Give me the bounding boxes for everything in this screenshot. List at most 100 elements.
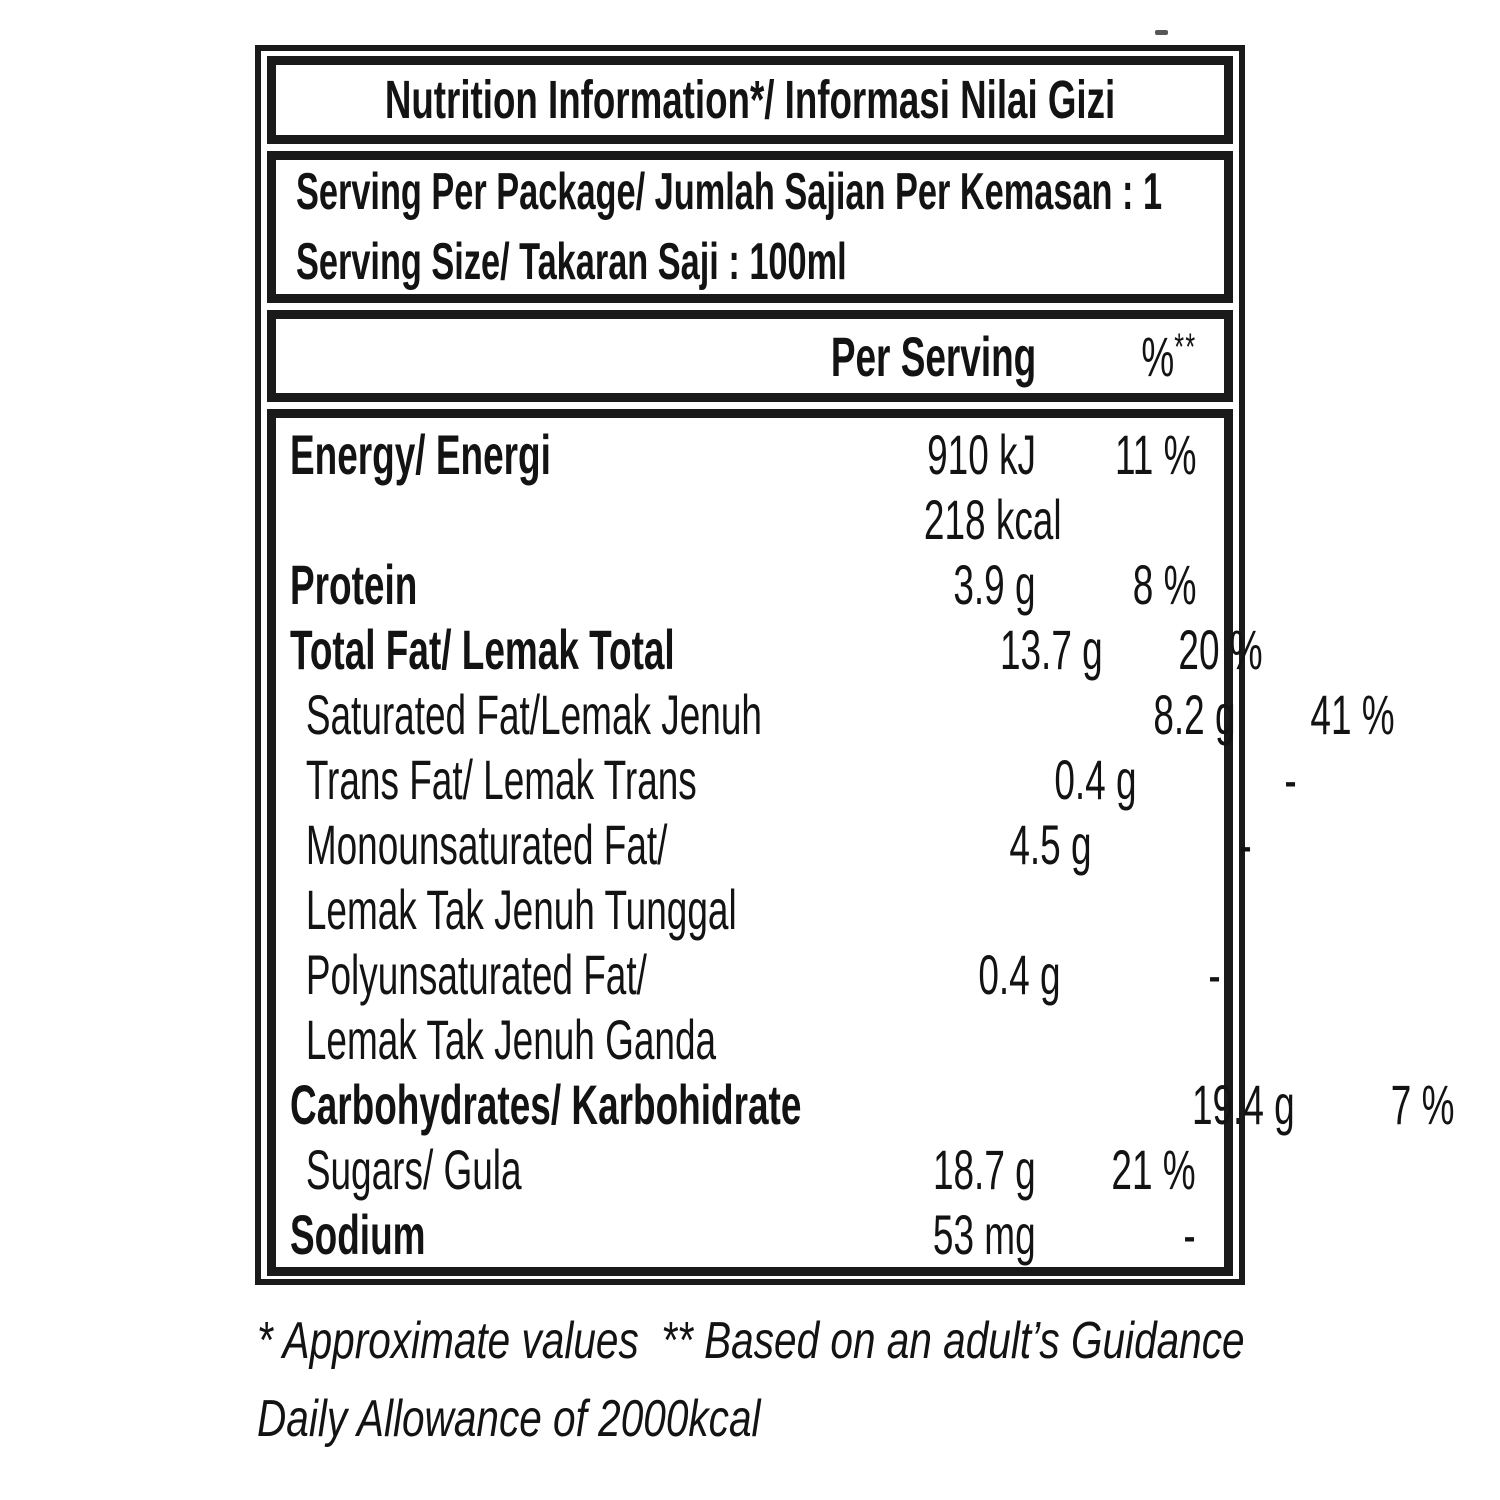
serving-per-package-line: Serving Per Package/ Jumlah Sajian Per K… — [296, 163, 1163, 221]
table-row: Trans Fat/ Lemak Trans 0.4 g - — [276, 747, 1297, 812]
percent-value-cell — [1197, 877, 1357, 942]
percent-column-label: %** — [1141, 324, 1196, 389]
percent-symbol: % — [1140, 324, 1174, 388]
percent-value: - — [1284, 748, 1297, 811]
label-title: Nutrition Information*/ Informasi Nilai … — [384, 70, 1116, 130]
percent-value-cell: 8 % — [1036, 552, 1196, 617]
percent-value: 41 % — [1310, 683, 1396, 746]
table-row: Lemak Tak Jenuh Tunggal — [276, 877, 1224, 942]
print-artifact-mark — [1155, 30, 1168, 35]
footnote: * Approximate values ** Based on an adul… — [257, 1302, 1267, 1458]
nutrient-label: Saturated Fat/Lemak Jenuh — [305, 683, 762, 746]
nutrient-label-cell: Sodium — [290, 1202, 806, 1267]
nutrient-label-cell: Saturated Fat/Lemak Jenuh — [290, 682, 1005, 747]
percent-value: - — [1208, 943, 1221, 1006]
percent-value-cell: - — [1092, 812, 1252, 877]
nutrient-label: Sodium — [290, 1203, 426, 1266]
per-serving-value: 3.9 g — [953, 553, 1036, 616]
percent-value-cell: - — [1061, 942, 1221, 1007]
nutrient-label: Monounsaturated Fat/ — [305, 813, 668, 876]
table-row: Sugars/ Gula 18.7 g 21 % — [276, 1137, 1224, 1202]
per-serving-value-cell: 4.5 g — [862, 812, 1092, 877]
table-row: Sodium 53 mg - — [276, 1202, 1224, 1267]
nutrient-label: Lemak Tak Jenuh Ganda — [305, 1008, 717, 1071]
percent-value-cell: 7 % — [1295, 1072, 1455, 1137]
nutrient-label-cell: Lemak Tak Jenuh Ganda — [290, 1007, 936, 1072]
nutrient-label-cell — [290, 487, 806, 552]
per-serving-value: 8.2 g — [1152, 683, 1236, 746]
per-serving-value-cell: 53 mg — [806, 1202, 1036, 1267]
nutrient-label-cell: Sugars/ Gula — [290, 1137, 806, 1202]
nutrient-label: Polyunsaturated Fat/ — [305, 943, 647, 1006]
per-serving-value-cell — [967, 877, 1197, 942]
per-serving-value-cell: 0.4 g — [906, 747, 1136, 812]
nutrient-label-cell: Polyunsaturated Fat/ — [290, 942, 831, 1007]
percent-value-cell: 21 % — [1036, 1137, 1196, 1202]
table-row: Monounsaturated Fat/ 4.5 g - — [276, 812, 1252, 877]
per-serving-value: 0.4 g — [1054, 748, 1137, 811]
label-title-box: Nutrition Information*/ Informasi Nilai … — [267, 56, 1233, 144]
nutrient-label-cell: Carbohydrates/ Karbohidrate — [290, 1072, 1065, 1137]
nutrient-label: Protein — [290, 553, 418, 616]
per-serving-value: 4.5 g — [1009, 813, 1092, 876]
per-serving-value-cell: 8.2 g — [1005, 682, 1235, 747]
per-serving-value-cell: 218 kcal — [806, 487, 1062, 552]
per-serving-value-cell: 3.9 g — [806, 552, 1036, 617]
nutrient-label-cell: Monounsaturated Fat/ — [290, 812, 862, 877]
per-serving-value: 19.4 g — [1192, 1073, 1295, 1136]
percent-value: 20 % — [1178, 618, 1263, 681]
per-serving-value: 0.4 g — [978, 943, 1061, 1006]
nutrient-label: Sugars/ Gula — [305, 1138, 522, 1201]
table-row: Polyunsaturated Fat/ 0.4 g - — [276, 942, 1224, 1007]
per-serving-value: 218 kcal — [924, 488, 1062, 551]
footnote-line-1: * Approximate values ** Based on an adul… — [257, 1312, 1245, 1370]
nutrition-table: Energy/ Energi 910 kJ 11 % 218 kcal — [267, 409, 1455, 1276]
nutrient-label-cell: Total Fat/ Lemak Total — [290, 617, 873, 682]
per-serving-value: 18.7 g — [933, 1138, 1036, 1201]
table-row: Energy/ Energi 910 kJ 11 % — [276, 422, 1224, 487]
table-row: Total Fat/ Lemak Total 13.7 g 20 % — [276, 617, 1263, 682]
table-row: 218 kcal — [276, 487, 1224, 552]
percent-value-cell: - — [1136, 747, 1296, 812]
per-serving-value-cell: 0.4 g — [831, 942, 1061, 1007]
footnote-line-2: Daily Allowance of 2000kcal — [257, 1390, 761, 1448]
per-serving-column-label: Per Serving — [830, 324, 1036, 388]
per-serving-value: 53 mg — [933, 1203, 1036, 1266]
nutrient-label: Lemak Tak Jenuh Tunggal — [305, 878, 737, 941]
per-serving-value-cell: 19.4 g — [1065, 1072, 1295, 1137]
nutrition-label: Nutrition Information*/ Informasi Nilai … — [255, 45, 1455, 1285]
percent-value: 8 % — [1132, 553, 1196, 616]
per-serving-value: 13.7 g — [1000, 618, 1103, 681]
per-serving-value-cell: 13.7 g — [873, 617, 1103, 682]
double-asterisk-marker: ** — [1173, 326, 1196, 369]
table-row: Lemak Tak Jenuh Ganda — [276, 1007, 1224, 1072]
table-row: Saturated Fat/Lemak Jenuh 8.2 g 41 % — [276, 682, 1395, 747]
percent-value-cell: 11 % — [1036, 422, 1196, 487]
nutrient-label-cell: Protein — [290, 552, 806, 617]
per-serving-value: 910 kJ — [927, 423, 1036, 486]
nutrient-label-cell: Trans Fat/ Lemak Trans — [290, 747, 906, 812]
serving-info-box: Serving Per Package/ Jumlah Sajian Per K… — [267, 151, 1233, 303]
table-row: Carbohydrates/ Karbohidrate 19.4 g 7 % — [276, 1072, 1455, 1137]
nutrient-label: Total Fat/ Lemak Total — [290, 618, 675, 681]
table-row: Protein 3.9 g 8 % — [276, 552, 1224, 617]
per-serving-value-cell: 18.7 g — [806, 1137, 1036, 1202]
percent-value-cell: 20 % — [1103, 617, 1263, 682]
per-serving-value-cell: 910 kJ — [806, 422, 1036, 487]
per-serving-value-cell — [936, 1007, 1166, 1072]
percent-value-cell: 41 % — [1235, 682, 1395, 747]
percent-value: - — [1183, 1203, 1196, 1266]
column-header-percent: %** — [1036, 324, 1196, 389]
table-column-header-box: Per Serving %** — [267, 310, 1233, 402]
percent-value: - — [1239, 813, 1252, 876]
percent-value: 21 % — [1111, 1138, 1196, 1201]
nutrient-label: Carbohydrates/ Karbohidrate — [290, 1073, 802, 1136]
nutrient-label-cell: Energy/ Energi — [290, 422, 806, 487]
column-header-per-serving: Per Serving — [806, 324, 1036, 389]
percent-value-cell — [1166, 1007, 1326, 1072]
nutrient-label: Trans Fat/ Lemak Trans — [305, 748, 697, 811]
serving-size-line: Serving Size/ Takaran Saji : 100ml — [296, 233, 847, 291]
percent-value: 7 % — [1391, 1073, 1455, 1136]
percent-value: 11 % — [1114, 423, 1196, 486]
